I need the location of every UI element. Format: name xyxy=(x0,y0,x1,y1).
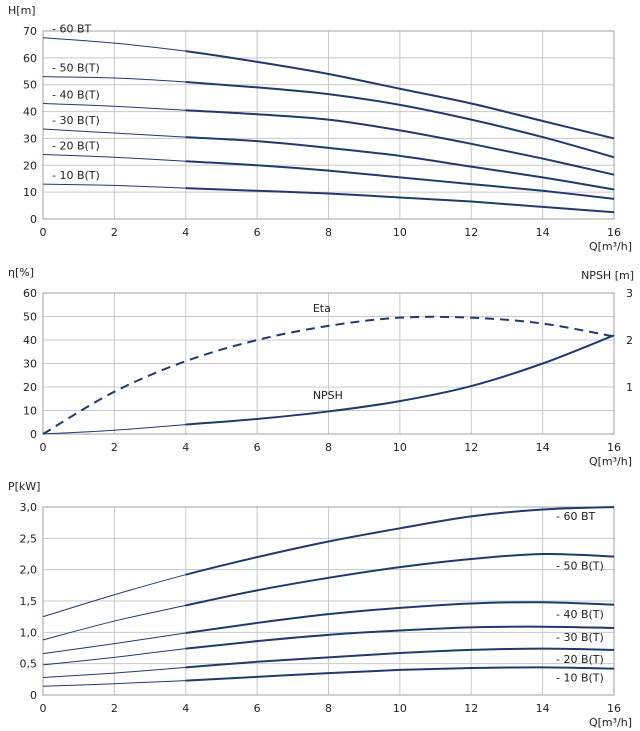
x-tick-label: 8 xyxy=(325,702,332,715)
y-tick-label: 0,5 xyxy=(20,658,38,671)
y-tick-label: 0 xyxy=(30,213,37,226)
x-tick-label: 12 xyxy=(464,441,478,454)
y-tick-label: 40 xyxy=(23,334,37,347)
series-label: NPSH xyxy=(313,389,343,402)
y-tick-label: 50 xyxy=(23,311,37,324)
y-tick-label: 2,0 xyxy=(20,564,38,577)
y2-tick-label: 2 xyxy=(626,334,633,347)
x-tick-label: 6 xyxy=(254,441,261,454)
series-line-30-b-t xyxy=(185,625,615,650)
x-tick-label: 14 xyxy=(536,226,550,239)
y-tick-label: 2,5 xyxy=(20,532,38,545)
y-tick-label: 60 xyxy=(23,287,37,300)
series-line-50-b-t xyxy=(185,552,615,607)
y2-tick-label: 1 xyxy=(626,381,633,394)
series-label: - 50 B(T) xyxy=(556,560,604,573)
y-tick-label: 10 xyxy=(23,405,37,418)
series-label: - 30 B(T) xyxy=(52,114,100,127)
y2-tick-label: 3 xyxy=(626,287,633,300)
x-tick-label: 2 xyxy=(111,702,118,715)
y-tick-label: 1,0 xyxy=(20,626,38,639)
x-tick-label: 8 xyxy=(325,441,332,454)
series-line-40-b-t xyxy=(185,601,615,634)
series-line-50-b-t xyxy=(185,81,615,159)
x-tick-label: 4 xyxy=(182,226,189,239)
series-label: - 30 B(T) xyxy=(556,631,604,644)
x-axis-label: Q[m³/h] xyxy=(589,716,632,729)
series-label: - 60 BT xyxy=(52,23,92,36)
y-tick-label: 0 xyxy=(30,428,37,441)
y2-axis-label: NPSH [m] xyxy=(581,269,634,282)
x-tick-label: 2 xyxy=(111,441,118,454)
y-tick-label: 40 xyxy=(23,106,37,119)
x-tick-label: 10 xyxy=(393,226,407,239)
series-label: - 20 B(T) xyxy=(52,140,100,153)
series-line-10-b-t xyxy=(185,666,615,682)
y-tick-label: 20 xyxy=(23,381,37,394)
series-line-eta xyxy=(42,315,615,435)
series-line-20-b-t xyxy=(185,647,615,669)
x-tick-label: 0 xyxy=(40,441,47,454)
efficiency-npsh-chart: 0 2 4 6 8 10 12 14 160102030405060123η[%]Q[m³/h]… xyxy=(8,266,634,468)
series-label: - 60 BT xyxy=(556,510,596,523)
x-tick-label: 10 xyxy=(393,702,407,715)
series-line-20-b-t xyxy=(185,160,615,200)
y-axis-label: H[m] xyxy=(8,4,36,17)
x-tick-label: 16 xyxy=(607,226,621,239)
series-label: - 20 B(T) xyxy=(556,653,604,666)
x-tick-label: 0 xyxy=(40,702,47,715)
plot-frame xyxy=(42,30,615,220)
y-tick-label: 30 xyxy=(23,358,37,371)
x-tick-label: 14 xyxy=(536,702,550,715)
y-axis-label: P[kW] xyxy=(8,480,40,493)
series-line-10-b-t xyxy=(185,187,615,214)
series-label: - 40 B(T) xyxy=(52,89,100,102)
plot-frame xyxy=(42,506,615,696)
x-axis-label: Q[m³/h] xyxy=(589,240,632,253)
x-tick-label: 8 xyxy=(325,226,332,239)
x-tick-label: 6 xyxy=(254,226,261,239)
series-label: Eta xyxy=(313,302,331,315)
y-tick-label: 20 xyxy=(23,159,37,172)
series-line-60-bt xyxy=(185,506,615,576)
plot-frame xyxy=(42,292,615,435)
series-line-40-b-t xyxy=(185,109,615,176)
series-label: - 10 B(T) xyxy=(52,169,100,182)
power-chart: 0 2 4 6 8 10 12 14 16 0 0,5 1,0 1,5 2,0 2,5 3,0 P[kW] Q[m… xyxy=(8,480,632,729)
y-tick-label: 60 xyxy=(23,52,37,65)
x-tick-label: 16 xyxy=(607,702,621,715)
series-line-60-bt xyxy=(185,50,615,140)
y-tick-label: 30 xyxy=(23,132,37,145)
head-chart: 0 2 4 6 8 10 12 14 16 0 10 20 30 40 50 60 70 H[m] Q[m³/h] -… xyxy=(8,4,632,253)
x-tick-label: 14 xyxy=(536,441,550,454)
y-tick-label: 50 xyxy=(23,79,37,92)
x-tick-label: 2 xyxy=(111,226,118,239)
x-tick-label: 12 xyxy=(464,702,478,715)
series-label: - 10 B(T) xyxy=(556,672,604,685)
x-tick-label: 4 xyxy=(182,702,189,715)
y-tick-label: 1,5 xyxy=(20,595,38,608)
series-line-30-b-t xyxy=(185,136,615,191)
series-line-npsh xyxy=(185,334,615,426)
x-tick-label: 10 xyxy=(393,441,407,454)
x-tick-label: 16 xyxy=(607,441,621,454)
x-tick-label: 12 xyxy=(464,226,478,239)
x-tick-label: 4 xyxy=(182,441,189,454)
series-label: - 40 B(T) xyxy=(556,608,604,621)
y-tick-label: 3,0 xyxy=(20,501,38,514)
series-label: - 50 B(T) xyxy=(52,62,100,75)
x-tick-label: 6 xyxy=(254,702,261,715)
x-axis-label: Q[m³/h] xyxy=(589,455,632,468)
y-tick-label: 0 xyxy=(30,689,37,702)
y-axis-label: η[%] xyxy=(8,266,34,279)
y-tick-label: 70 xyxy=(23,25,37,38)
y-tick-label: 10 xyxy=(23,186,37,199)
x-tick-label: 0 xyxy=(40,226,47,239)
